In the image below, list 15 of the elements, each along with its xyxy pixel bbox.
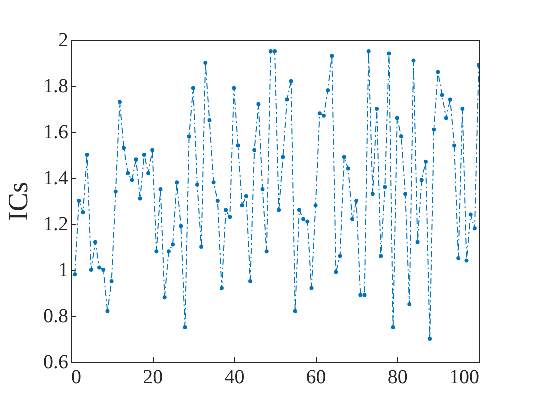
x-tick-label: 80: [388, 366, 408, 388]
y-tick-label: 1.6: [44, 122, 68, 144]
y-tick-label: 1.4: [44, 168, 68, 190]
y-tick-label: 1: [58, 260, 68, 282]
x-tick-label: 0: [72, 366, 82, 388]
x-tick-label: 60: [306, 366, 326, 388]
y-tick-label: 2: [58, 30, 68, 52]
y-axis-title: ICs: [4, 182, 34, 221]
y-tick-label: 0.6: [44, 352, 68, 374]
y-tick-label: 0.8: [44, 306, 68, 328]
x-tick-label: 100: [450, 366, 480, 388]
y-tick-label: 1.8: [44, 76, 68, 98]
x-tick-label: 20: [143, 366, 164, 388]
y-tick-label: 1.2: [44, 214, 68, 236]
x-tick-label: 40: [224, 366, 245, 388]
